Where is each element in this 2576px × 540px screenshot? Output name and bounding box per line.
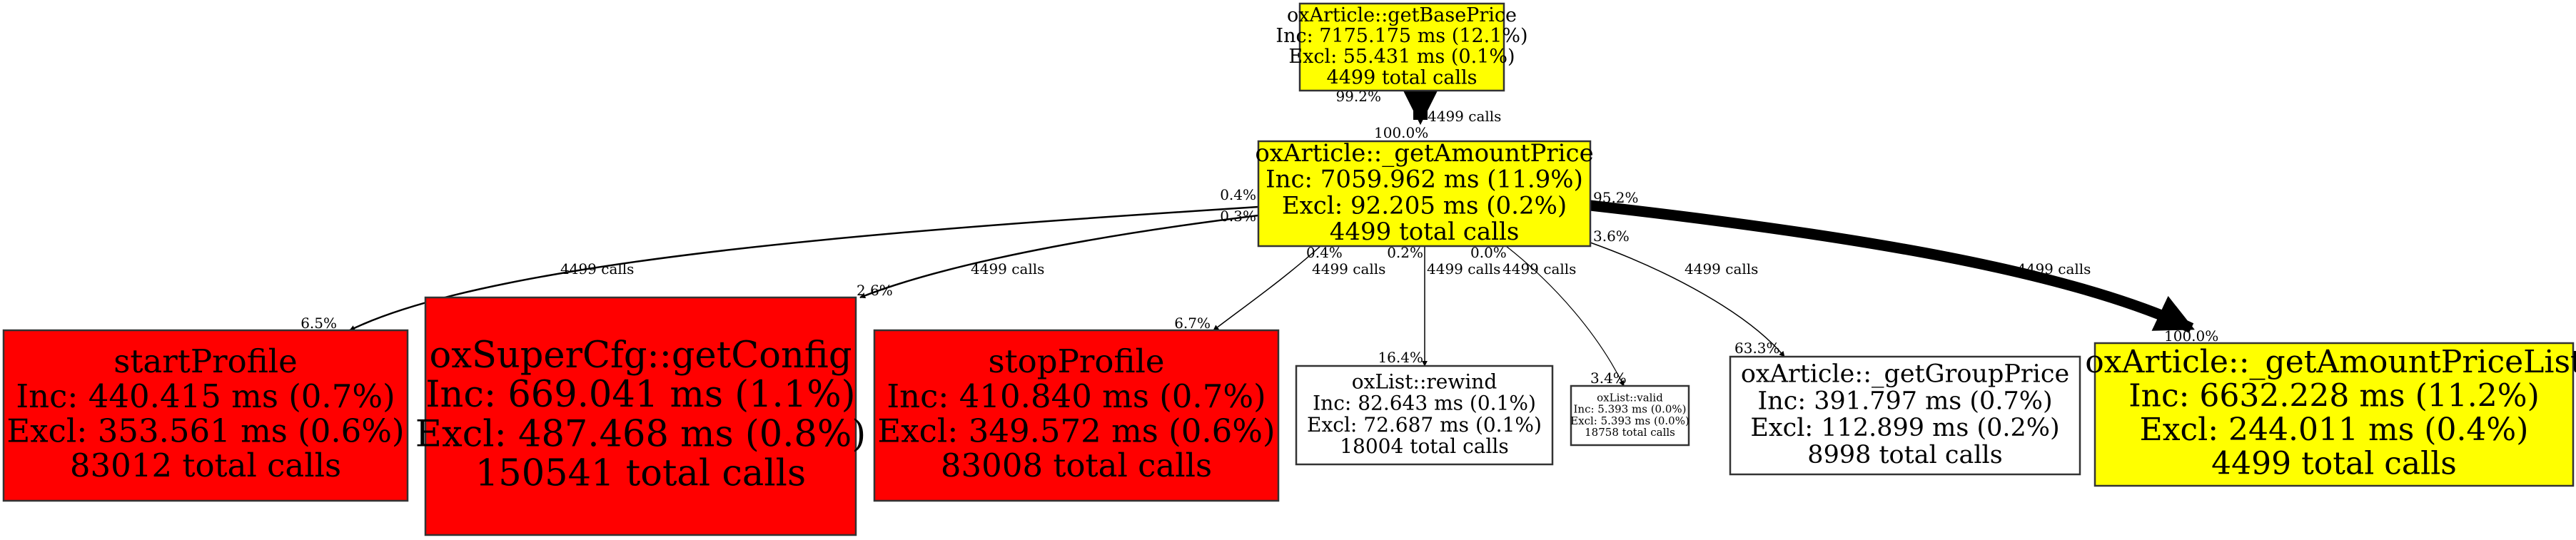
edge-label-calls: 4499 calls [1502,260,1576,277]
edge-label-calls: 4499 calls [1312,260,1385,277]
edge-label-head: 100.0% [1374,124,1428,141]
edge-label-head: 6.5% [300,315,337,332]
total-calls: 8998 total calls [1807,441,2002,469]
edge-amount-to-list[interactable] [1590,200,2195,333]
edge-label-tail: 3.6% [1593,228,1630,245]
inclusive-time: Inc: 82.643 ms (0.1%) [1313,392,1536,415]
edge-label-calls: 4499 calls [2017,260,2091,277]
total-calls: 83008 total calls [941,447,1212,484]
function-name: oxArticle::_getGroupPrice [1741,360,2069,389]
function-name: oxList::valid [1597,391,1663,404]
node-box [1298,2,1505,92]
edge-label-calls: 4499 calls [1684,260,1758,277]
node-box [1729,355,2081,476]
total-calls: 150541 total calls [475,452,806,494]
function-name: oxArticle::_getAmountPrice [1255,139,1593,168]
function-name: oxSuperCfg::getConfig [430,335,852,377]
total-calls: 4499 total calls [1330,218,1520,246]
total-calls: 18004 total calls [1340,434,1509,458]
node-box [2,329,409,502]
edge-label-tail: 95.2% [1593,189,1639,206]
inclusive-time: Inc: 7059.962 ms (11.9%) [1266,165,1583,194]
exclusive-time: Excl: 5.393 ms (0.0%) [1570,414,1689,427]
function-name: oxArticle::_getAmountPriceList [2085,344,2576,380]
edge-label-head: 3.4% [1590,370,1627,387]
edge-labels: 99.2% 4499 calls 100.0% 0.4% 4499 calls … [300,88,2218,387]
inclusive-time: Inc: 391.797 ms (0.7%) [1757,387,2052,415]
inclusive-time: Inc: 669.041 ms (1.1%) [425,374,855,416]
edge-label-calls: 4499 calls [1427,260,1500,277]
edge-label-calls: 4499 calls [560,260,634,277]
total-calls: 18758 total calls [1585,426,1675,439]
exclusive-time: Excl: 112.899 ms (0.2%) [1750,414,2059,442]
edge-label-calls: 4499 calls [1428,108,1501,125]
exclusive-time: Excl: 72.687 ms (0.1%) [1307,413,1542,437]
exclusive-time: Excl: 353.561 ms (0.6%) [6,412,404,449]
function-name: oxArticle::getBasePrice [1287,4,1517,26]
edge-label-tail: 0.4% [1220,186,1256,203]
inclusive-time: Inc: 410.840 ms (0.7%) [887,377,1266,415]
inclusive-time: Inc: 5.393 ms (0.0%) [1573,403,1686,416]
inclusive-time: Inc: 6632.228 ms (11.2%) [2128,378,2540,414]
node-box [424,296,857,536]
edge-label-head: 2.6% [857,282,893,299]
edge-amount-to-config[interactable] [859,214,1259,299]
total-calls: 83012 total calls [70,447,341,484]
edge-amount-to-stop[interactable] [1213,245,1321,331]
node-box [1570,384,1690,447]
edge-label-tail: 0.3% [1220,208,1256,225]
node-box [2093,342,2575,487]
function-name: oxList::rewind [1352,370,1497,393]
inclusive-time: Inc: 7175.175 ms (12.1%) [1276,25,1527,47]
edge-label-head: 16.4% [1378,349,1423,366]
total-calls: 4499 total calls [2211,446,2457,482]
inclusive-time: Inc: 440.415 ms (0.7%) [16,377,395,415]
function-name: stopProfile [989,342,1165,380]
exclusive-time: Excl: 92.205 ms (0.2%) [1282,191,1567,220]
edge-label-calls: 4499 calls [971,260,1044,277]
node-box [1295,365,1554,466]
edge-label-head: 100.0% [2164,327,2218,345]
exclusive-time: Excl: 55.431 ms (0.1%) [1288,46,1515,68]
exclusive-time: Excl: 349.572 ms (0.6%) [877,412,1275,449]
node-box [873,329,1280,502]
edge-amount-to-group[interactable] [1590,242,1785,357]
total-calls: 4499 total calls [1327,66,1478,88]
edge-amount-to-valid[interactable] [1505,245,1625,387]
node-box [1257,140,1592,248]
exclusive-time: Excl: 244.011 ms (0.4%) [2140,412,2529,448]
function-name: startProfile [113,342,298,380]
edge-label-head: 63.3% [1734,340,1780,357]
edge-label-head: 6.7% [1174,315,1211,332]
exclusive-time: Excl: 487.468 ms (0.8%) [415,413,866,455]
